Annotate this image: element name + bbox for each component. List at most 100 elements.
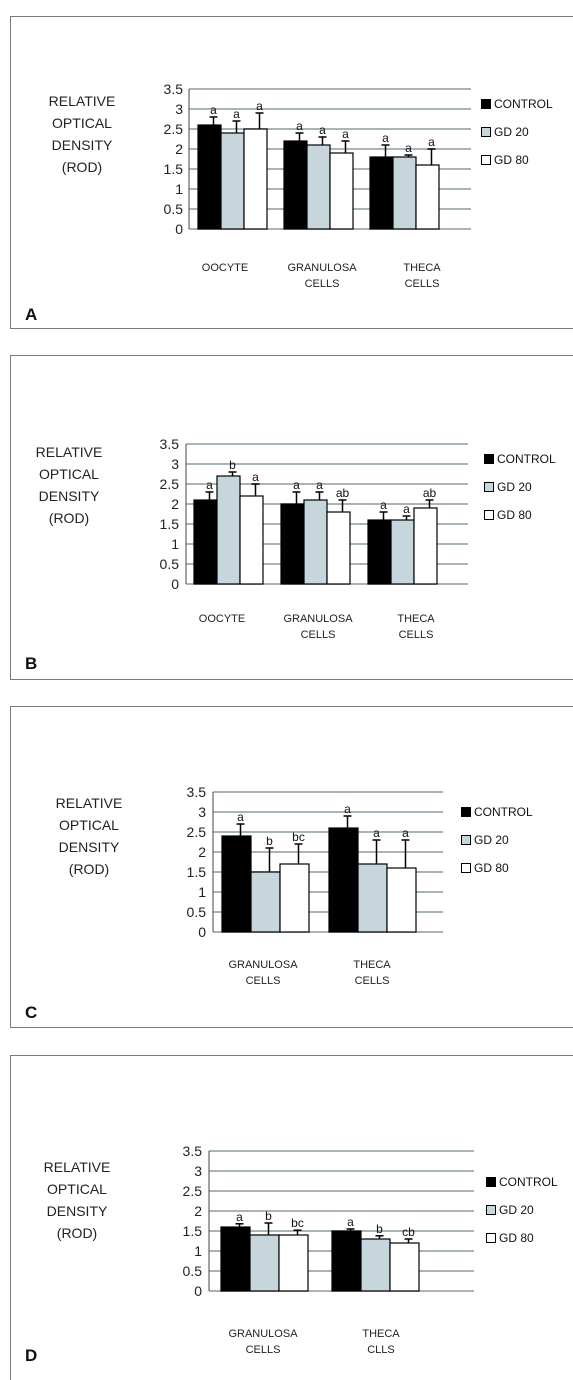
y-tick-label: 2 bbox=[175, 141, 183, 157]
bar bbox=[413, 507, 438, 585]
legend-label: GD 80 bbox=[499, 1231, 534, 1245]
legend: CONTROL GD 20 GD 80 bbox=[461, 798, 533, 882]
y-tick-label: 2 bbox=[171, 496, 179, 512]
legend-label: CONTROL bbox=[474, 805, 533, 819]
legend-item: GD 20 bbox=[481, 118, 553, 146]
legend-swatch bbox=[484, 510, 494, 520]
legend-item: CONTROL bbox=[481, 90, 553, 118]
significance-label: a bbox=[206, 478, 213, 492]
bar bbox=[193, 499, 218, 585]
category-label: THECA CLLS bbox=[362, 1328, 400, 1356]
category-label: THECA CELLS bbox=[397, 613, 435, 641]
y-axis-label: RELATIVE OPTICAL DENSITY (ROD) bbox=[35, 444, 103, 526]
legend-label: GD 80 bbox=[494, 153, 529, 167]
bar bbox=[306, 144, 331, 230]
category-label: THECA CELLS bbox=[353, 959, 391, 987]
legend-label: GD 80 bbox=[497, 508, 532, 522]
legend-swatch bbox=[461, 807, 471, 817]
panel-c: 0 0.5 1 1.5 2 2.5 3 3.5 a a b a bc a RELATIVE OPTICAL… bbox=[10, 706, 573, 1028]
bar bbox=[357, 863, 388, 933]
legend-label: GD 20 bbox=[499, 1203, 534, 1217]
bar bbox=[216, 475, 241, 585]
legend-swatch bbox=[481, 155, 491, 165]
significance-label: b bbox=[376, 1222, 383, 1236]
chart-a: 0 0.5 1 1.5 2 2.5 3 3.5 a a a a a a a a a bbox=[164, 81, 471, 237]
legend-label: CONTROL bbox=[494, 97, 553, 111]
y-tick-label: 3 bbox=[171, 456, 179, 472]
significance-label: a bbox=[382, 131, 389, 145]
chart-d: 0 0.5 1 1.5 2 2.5 3 3.5 a a b b bc cb bbox=[183, 1143, 474, 1299]
legend-item: GD 20 bbox=[484, 473, 556, 501]
y-tick-label: 0 bbox=[175, 221, 183, 237]
bar bbox=[328, 827, 359, 933]
legend-item: CONTROL bbox=[484, 445, 556, 473]
category-label: GRANULOSA CELLS bbox=[287, 262, 357, 290]
bar bbox=[390, 519, 415, 585]
legend-label: GD 20 bbox=[494, 125, 529, 139]
y-tick-label: 3.5 bbox=[160, 436, 180, 452]
legend-swatch bbox=[481, 99, 491, 109]
bar bbox=[331, 1230, 362, 1292]
y-tick-label: 3.5 bbox=[183, 1143, 203, 1159]
bar bbox=[386, 867, 417, 933]
significance-label: b bbox=[266, 834, 273, 848]
legend-swatch bbox=[484, 482, 494, 492]
y-tick-label: 1.5 bbox=[160, 516, 180, 532]
panel-letter: D bbox=[25, 1346, 38, 1365]
bar bbox=[220, 1226, 251, 1292]
y-tick-label: 2 bbox=[198, 844, 206, 860]
legend: CONTROL GD 20 GD 80 bbox=[486, 1168, 558, 1252]
panel-letter: A bbox=[25, 305, 38, 324]
y-axis-label: RELATIVE OPTICAL DENSITY (ROD) bbox=[48, 93, 116, 175]
y-tick-label: 0.5 bbox=[187, 904, 207, 920]
significance-label: bc bbox=[292, 830, 305, 844]
significance-label: a bbox=[380, 498, 387, 512]
y-tick-label: 3.5 bbox=[187, 784, 207, 800]
legend-swatch bbox=[486, 1205, 496, 1215]
panel-d: 0 0.5 1 1.5 2 2.5 3 3.5 a a b b bc cb RELATIVE OPTICA… bbox=[10, 1055, 573, 1380]
y-tick-label: 0 bbox=[198, 924, 206, 940]
legend-item: GD 20 bbox=[486, 1196, 558, 1224]
bar bbox=[389, 1242, 420, 1292]
y-tick-label: 0 bbox=[171, 576, 179, 592]
bar bbox=[303, 499, 328, 585]
y-tick-label: 3 bbox=[198, 804, 206, 820]
bar bbox=[392, 156, 417, 230]
category-label: THECA CELLS bbox=[403, 262, 441, 290]
significance-label: ab bbox=[423, 486, 437, 500]
legend-swatch bbox=[486, 1177, 496, 1187]
y-tick-label: 2.5 bbox=[187, 824, 207, 840]
significance-label: a bbox=[344, 802, 351, 816]
panel-letter: B bbox=[25, 654, 38, 673]
y-tick-label: 0.5 bbox=[183, 1263, 203, 1279]
bar bbox=[367, 519, 392, 585]
significance-label: a bbox=[236, 1210, 243, 1224]
y-tick-label: 2.5 bbox=[160, 476, 180, 492]
bar bbox=[279, 863, 310, 933]
legend-label: GD 20 bbox=[474, 833, 509, 847]
legend-swatch bbox=[461, 863, 471, 873]
legend-item: CONTROL bbox=[486, 1168, 558, 1196]
category-label: GRANULOSA CELLS bbox=[283, 613, 353, 641]
y-tick-label: 1 bbox=[194, 1243, 202, 1259]
significance-label: a bbox=[237, 810, 244, 824]
legend: CONTROL GD 20 GD 80 bbox=[484, 445, 556, 529]
legend-item: GD 20 bbox=[461, 826, 533, 854]
significance-label: a bbox=[256, 99, 263, 113]
chart-c: 0 0.5 1 1.5 2 2.5 3 3.5 a a b a bc a bbox=[187, 784, 443, 940]
significance-label: a bbox=[403, 502, 410, 516]
significance-label: a bbox=[210, 103, 217, 117]
y-tick-label: 1.5 bbox=[183, 1223, 203, 1239]
legend: CONTROL GD 20 GD 80 bbox=[481, 90, 553, 174]
y-tick-label: 3 bbox=[194, 1163, 202, 1179]
legend-item: GD 80 bbox=[481, 146, 553, 174]
legend-label: GD 20 bbox=[497, 480, 532, 494]
significance-label: a bbox=[252, 470, 259, 484]
y-tick-label: 1.5 bbox=[164, 161, 184, 177]
significance-label: a bbox=[319, 123, 326, 137]
legend-item: GD 80 bbox=[486, 1224, 558, 1252]
legend-swatch bbox=[486, 1233, 496, 1243]
legend-label: CONTROL bbox=[497, 452, 556, 466]
significance-label: a bbox=[316, 478, 323, 492]
